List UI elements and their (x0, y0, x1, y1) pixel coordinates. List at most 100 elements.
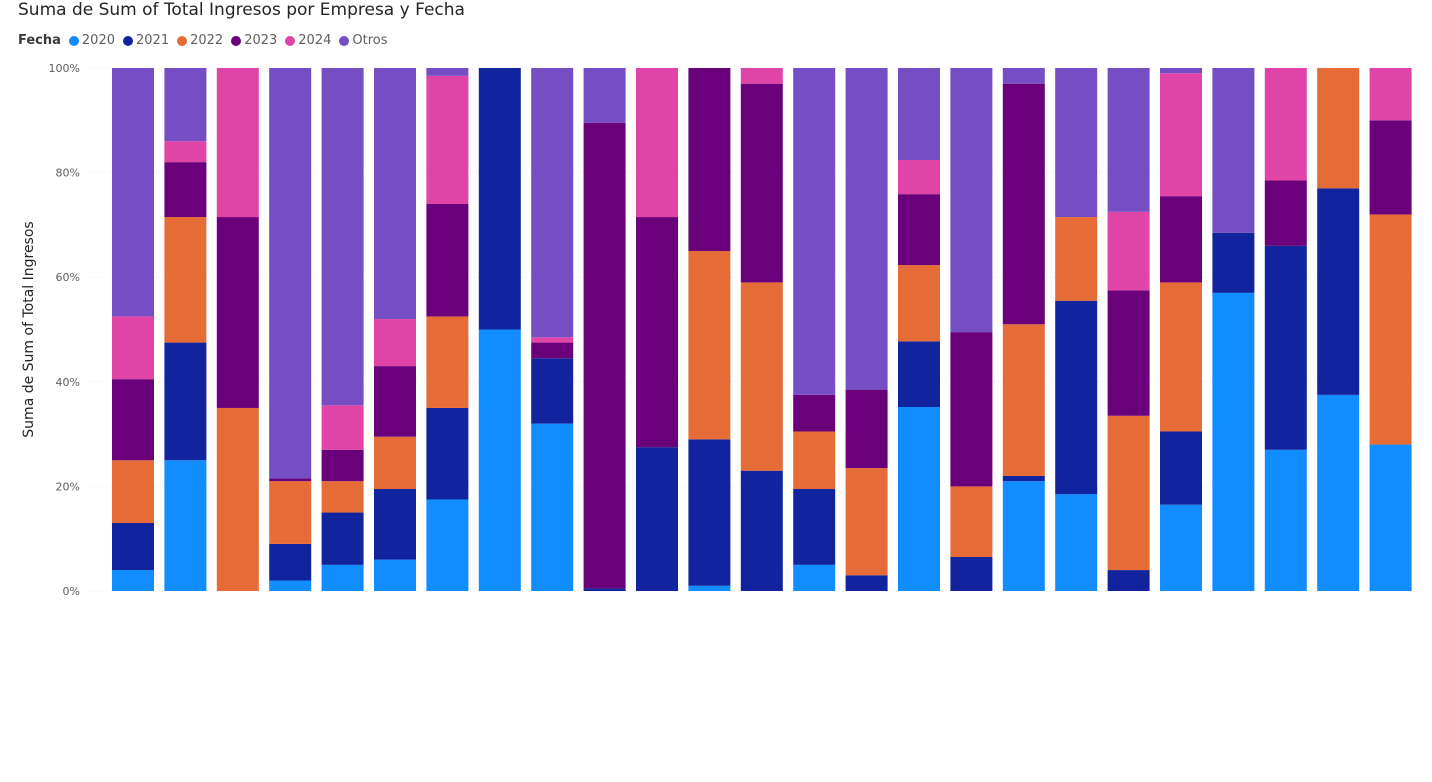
bar-c4-2020 (269, 580, 312, 591)
bar-c13-2023 (740, 83, 783, 283)
bar-c21-2022 (1160, 282, 1202, 432)
bar-c18-otros (1002, 68, 1045, 84)
bar-c25-2023 (1369, 120, 1412, 215)
bar-c16-2022 (898, 265, 940, 342)
legend-label: 2022 (190, 33, 224, 48)
bar-c25-2020 (1369, 444, 1412, 591)
bar-c9-2023 (531, 342, 574, 359)
bar-c16-2020 (898, 407, 940, 591)
legend-item-2023[interactable]: 2023 (231, 33, 277, 48)
legend: Fecha 2020 2021 2022 2023 2024 Otros (18, 33, 396, 48)
bar-c8-2020 (478, 329, 521, 591)
bar-c17-2023 (950, 332, 993, 487)
bar-c3-2024 (216, 68, 259, 218)
legend-swatch (285, 35, 296, 46)
bar-c4-2023 (269, 478, 312, 482)
bar-c21-2021 (1160, 431, 1202, 505)
bar-c19-2020 (1055, 494, 1098, 591)
bar-c5-2023 (321, 449, 364, 482)
bar-c1-2024 (112, 316, 154, 380)
bar-c16-2023 (898, 194, 940, 266)
legend-item-2022[interactable]: 2022 (177, 33, 223, 48)
bar-c16-otros (898, 68, 940, 160)
bar-c19-2021 (1055, 300, 1098, 495)
bar-c7-2020 (426, 499, 469, 591)
bar-c14-otros (793, 68, 836, 395)
bar-c5-2024 (321, 405, 364, 450)
bar-c13-2022 (740, 282, 783, 471)
bar-c12-2020 (688, 585, 731, 591)
bar-c24-2022 (1317, 68, 1360, 189)
bar-c21-2024 (1160, 73, 1202, 197)
bar-c21-otros (1160, 68, 1202, 74)
bar-c15-otros (845, 68, 888, 390)
legend-label: 2024 (298, 33, 332, 48)
bar-c7-otros (426, 68, 469, 76)
bar-c22-2020 (1212, 292, 1255, 591)
bar-c18-2023 (1002, 83, 1045, 325)
legend-label: 2020 (81, 33, 115, 48)
bar-c2-2021 (164, 342, 207, 461)
legend-item-2024[interactable]: 2024 (285, 33, 331, 48)
legend-title: Fecha (18, 33, 61, 48)
bar-c11-2024 (636, 68, 678, 218)
bar-c6-otros (374, 68, 416, 320)
bar-c22-2021 (1212, 232, 1255, 293)
bar-c3-2023 (216, 217, 259, 408)
legend-item-2020[interactable]: 2020 (68, 33, 115, 48)
bar-c4-2021 (269, 543, 312, 581)
y-tick-label: 60% (56, 271, 80, 284)
y-axis-label: Suma de Sum of Total Ingresos (21, 221, 37, 437)
bar-c18-2020 (1002, 481, 1045, 591)
bar-c7-2021 (426, 407, 469, 500)
bar-c5-2021 (321, 512, 364, 565)
bar-c7-2024 (426, 75, 469, 204)
bar-c5-2022 (321, 481, 364, 513)
bar-c23-2024 (1264, 68, 1307, 181)
bar-c5-2020 (321, 564, 364, 591)
y-tick-label: 80% (56, 167, 80, 180)
bar-c9-2021 (531, 358, 574, 424)
bar-c17-2022 (950, 486, 993, 558)
bar-c17-2021 (950, 557, 993, 591)
bar-c22-otros (1212, 68, 1255, 233)
bar-c23-2023 (1264, 180, 1307, 246)
legend-label: Otros (352, 33, 388, 48)
legend-item-2021[interactable]: 2021 (123, 33, 169, 48)
bar-c23-2021 (1264, 245, 1307, 450)
bar-c20-2023 (1107, 290, 1150, 416)
bar-c5-otros (321, 68, 364, 406)
bar-c14-2022 (793, 431, 836, 490)
bar-c10-2021 (583, 588, 626, 591)
legend-item-otros[interactable]: Otros (339, 33, 388, 48)
bar-c20-2022 (1107, 415, 1150, 571)
bar-c12-2022 (688, 251, 731, 440)
bar-c10-2023 (583, 122, 626, 589)
bar-c1-2020 (112, 570, 154, 591)
bar-c2-2022 (164, 217, 207, 343)
legend-swatch (68, 35, 79, 46)
bar-c6-2024 (374, 319, 416, 367)
bar-c2-2024 (164, 141, 207, 163)
bar-c1-2022 (112, 460, 154, 524)
y-tick-label: 40% (56, 376, 80, 389)
bar-c4-otros (269, 68, 312, 479)
bar-c23-2020 (1264, 449, 1307, 591)
bar-c2-2020 (164, 460, 207, 591)
bar-c16-2021 (898, 341, 940, 408)
bar-c14-2021 (793, 489, 836, 565)
legend-swatch (339, 35, 350, 46)
bar-c9-2020 (531, 423, 574, 591)
bar-c8-2021 (478, 68, 521, 330)
bar-c2-2023 (164, 162, 207, 218)
bar-c15-2022 (845, 468, 888, 576)
bar-c6-2023 (374, 366, 416, 437)
legend-swatch (177, 35, 188, 46)
bar-c13-2024 (740, 68, 783, 84)
bar-c17-otros (950, 68, 993, 333)
bar-c13-2021 (740, 470, 783, 591)
bar-c9-otros (531, 68, 574, 338)
y-tick-label: 0% (63, 585, 80, 598)
bar-c11-2021 (636, 447, 678, 591)
